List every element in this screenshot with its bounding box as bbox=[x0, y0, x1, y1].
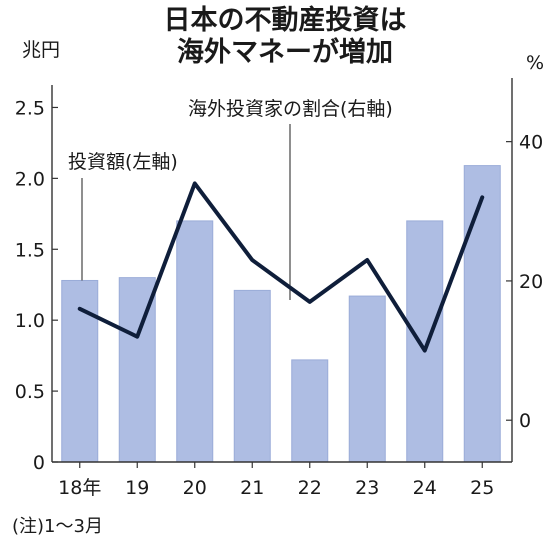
right-tick-label-1: 20 bbox=[519, 271, 543, 293]
x-tick-label-0: 18年 bbox=[58, 477, 101, 499]
line-point-7 bbox=[480, 195, 484, 199]
chart-title-line-1: 日本の不動産投資は bbox=[164, 4, 407, 36]
left-axis-unit: 兆円 bbox=[22, 39, 60, 61]
line-point-4 bbox=[308, 300, 312, 304]
line-point-0 bbox=[78, 307, 82, 311]
line-point-6 bbox=[423, 349, 427, 353]
bar-6 bbox=[406, 220, 444, 463]
x-tick-label-2: 20 bbox=[183, 477, 207, 499]
x-tick-label-1: 19 bbox=[125, 477, 149, 499]
right-axis-unit: % bbox=[526, 52, 544, 74]
left-tick-label-3: 1.5 bbox=[15, 239, 45, 261]
line-series bbox=[77, 181, 485, 353]
right-tick-label-2: 40 bbox=[519, 132, 543, 154]
line-point-3 bbox=[250, 258, 254, 262]
x-tick-label-6: 24 bbox=[413, 477, 437, 499]
line-point-2 bbox=[193, 181, 197, 185]
chart-title-line-2: 海外マネーが増加 bbox=[177, 36, 393, 68]
bar-3 bbox=[233, 289, 271, 463]
bar-4 bbox=[291, 359, 329, 463]
left-tick-label-2: 1.0 bbox=[15, 310, 45, 332]
line-point-5 bbox=[365, 258, 369, 262]
annotation-leaders bbox=[81, 124, 291, 300]
x-tick-label-5: 23 bbox=[355, 477, 379, 499]
footnote: (注)1〜3月 bbox=[12, 516, 103, 537]
line-point-1 bbox=[135, 335, 139, 339]
tick-labels: 0 0.5 1.0 1.5 2.0 2.5 0 20 40 18年 19 20 21 22 23 24 25 bbox=[15, 97, 543, 499]
left-tick-label-0: 0 bbox=[33, 452, 45, 474]
bar-2 bbox=[176, 220, 214, 463]
left-tick-label-5: 2.5 bbox=[15, 97, 45, 119]
annotation-investment-amount: 投資額(左軸) bbox=[68, 151, 178, 173]
x-tick-label-3: 21 bbox=[240, 477, 264, 499]
bar-series bbox=[61, 165, 501, 463]
bar-5 bbox=[348, 295, 386, 463]
axes bbox=[51, 78, 513, 468]
left-tick-label-4: 2.0 bbox=[15, 168, 45, 190]
right-tick-label-0: 0 bbox=[519, 410, 531, 432]
left-tick-label-1: 0.5 bbox=[15, 381, 45, 403]
x-tick-label-7: 25 bbox=[470, 477, 494, 499]
annotation-foreign-share: 海外投資家の割合(右軸) bbox=[188, 98, 393, 120]
x-tick-label-4: 22 bbox=[298, 477, 322, 499]
bar-7 bbox=[463, 165, 501, 463]
line-path bbox=[77, 181, 485, 353]
